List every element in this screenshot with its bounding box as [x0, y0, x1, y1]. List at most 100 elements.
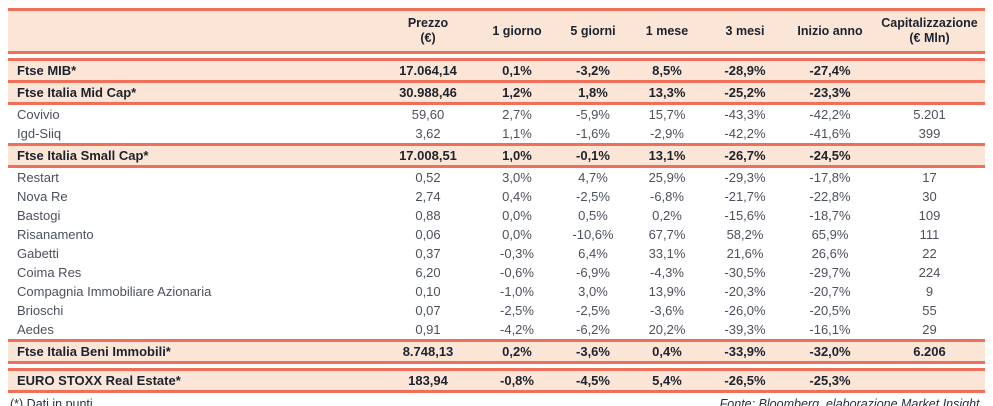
cell-3-mesi: -25,2%	[704, 80, 786, 105]
cell-prezzo: 2,74	[378, 187, 478, 206]
cell-capitalizzazione	[874, 58, 985, 83]
cell-1-mese: 20,2%	[630, 320, 704, 341]
row-label: Risanamento	[8, 225, 378, 244]
cell-1-mese: 5,4%	[630, 368, 704, 393]
footnote-dati-in-punti: (*) Dati in punti	[10, 397, 93, 406]
cell-1-giorno: 0,2%	[478, 339, 556, 364]
cell-5-giorni: -3,2%	[556, 58, 630, 83]
row-label: Ftse Italia Small Cap*	[8, 143, 378, 168]
cell-capitalizzazione: 399	[874, 124, 985, 145]
cell-1-mese: -6,8%	[630, 187, 704, 206]
row-label: Brioschi	[8, 301, 378, 320]
cell-1-giorno: 0,4%	[478, 187, 556, 206]
cell-5-giorni: 0,5%	[556, 206, 630, 225]
cell-inizio-anno: -32,0%	[786, 339, 874, 364]
table-row-compagnia-immobiliare-azionaria: Compagnia Immobiliare Azionaria 0,10 -1,…	[8, 282, 985, 301]
cell-capitalizzazione: 109	[874, 206, 985, 225]
cell-1-giorno: -0,3%	[478, 244, 556, 263]
cell-5-giorni: 6,4%	[556, 244, 630, 263]
cell-capitalizzazione: 17	[874, 166, 985, 187]
indices-stocks-table: Prezzo (€) 1 giorno 5 giorni 1 mese 3 me…	[8, 8, 985, 393]
cell-1-giorno: -0,8%	[478, 368, 556, 393]
cell-inizio-anno: -25,3%	[786, 368, 874, 393]
spacer-row	[8, 362, 985, 370]
row-label: Compagnia Immobiliare Azionaria	[8, 282, 378, 301]
cell-5-giorni: -2,5%	[556, 187, 630, 206]
cell-capitalizzazione	[874, 143, 985, 168]
cell-prezzo: 17.064,14	[378, 58, 478, 83]
column-header-capitalizzazione: Capitalizzazione (€ Mln)	[874, 8, 985, 54]
cell-capitalizzazione: 22	[874, 244, 985, 263]
cell-1-mese: 13,1%	[630, 143, 704, 168]
cell-5-giorni: -5,9%	[556, 103, 630, 124]
row-label: Covivio	[8, 103, 378, 124]
cell-5-giorni: -2,5%	[556, 301, 630, 320]
cell-1-giorno: 0,0%	[478, 225, 556, 244]
cell-3-mesi: 58,2%	[704, 225, 786, 244]
cell-inizio-anno: -29,7%	[786, 263, 874, 282]
cell-1-giorno: 1,1%	[478, 124, 556, 145]
cell-5-giorni: 3,0%	[556, 282, 630, 301]
cell-1-mese: 13,3%	[630, 80, 704, 105]
row-label: Ftse Italia Mid Cap*	[8, 80, 378, 105]
cell-prezzo: 0,52	[378, 166, 478, 187]
cell-3-mesi: -33,9%	[704, 339, 786, 364]
table-row-gabetti: Gabetti 0,37 -0,3% 6,4% 33,1% 21,6% 26,6…	[8, 244, 985, 263]
cell-inizio-anno: -41,6%	[786, 124, 874, 145]
cell-5-giorni: -6,2%	[556, 320, 630, 341]
row-label: Coima Res	[8, 263, 378, 282]
cell-1-mese: 33,1%	[630, 244, 704, 263]
cell-1-mese: -3,6%	[630, 301, 704, 320]
cell-5-giorni: 1,8%	[556, 80, 630, 105]
cell-capitalizzazione: 111	[874, 225, 985, 244]
cell-5-giorni: -10,6%	[556, 225, 630, 244]
cell-1-giorno: -2,5%	[478, 301, 556, 320]
cell-3-mesi: -43,3%	[704, 103, 786, 124]
cell-5-giorni: -0,1%	[556, 143, 630, 168]
column-header-inizio-anno: Inizio anno	[786, 8, 874, 54]
cell-prezzo: 6,20	[378, 263, 478, 282]
cell-prezzo: 183,94	[378, 368, 478, 393]
cell-3-mesi: -26,7%	[704, 143, 786, 168]
row-label: Bastogi	[8, 206, 378, 225]
spacer-row	[8, 52, 985, 60]
table-row-nova-re: Nova Re 2,74 0,4% -2,5% -6,8% -21,7% -22…	[8, 187, 985, 206]
table-row-ftse-italia-mid-cap: Ftse Italia Mid Cap* 30.988,46 1,2% 1,8%…	[8, 80, 985, 105]
cell-1-giorno: 0,0%	[478, 206, 556, 225]
row-label: EURO STOXX Real Estate*	[8, 368, 378, 393]
cell-1-giorno: -4,2%	[478, 320, 556, 341]
cell-prezzo: 0,07	[378, 301, 478, 320]
cell-3-mesi: -39,3%	[704, 320, 786, 341]
cell-1-mese: 0,2%	[630, 206, 704, 225]
cell-1-mese: 8,5%	[630, 58, 704, 83]
cell-3-mesi: 21,6%	[704, 244, 786, 263]
cell-5-giorni: 4,7%	[556, 166, 630, 187]
cell-inizio-anno: -20,7%	[786, 282, 874, 301]
cell-prezzo: 0,37	[378, 244, 478, 263]
cell-1-mese: 25,9%	[630, 166, 704, 187]
column-header-capitalizzazione-line1: Capitalizzazione	[881, 16, 978, 30]
table-row-euro-stoxx-real-estate: EURO STOXX Real Estate* 183,94 -0,8% -4,…	[8, 368, 985, 393]
cell-3-mesi: -28,9%	[704, 58, 786, 83]
cell-capitalizzazione: 9	[874, 282, 985, 301]
cell-capitalizzazione: 6.206	[874, 339, 985, 364]
cell-1-mese: 13,9%	[630, 282, 704, 301]
cell-prezzo: 0,91	[378, 320, 478, 341]
cell-3-mesi: -42,2%	[704, 124, 786, 145]
cell-capitalizzazione	[874, 368, 985, 393]
table-row-ftse-italia-beni-immobili: Ftse Italia Beni Immobili* 8.748,13 0,2%…	[8, 339, 985, 364]
cell-1-giorno: 2,7%	[478, 103, 556, 124]
cell-1-giorno: 1,0%	[478, 143, 556, 168]
cell-prezzo: 59,60	[378, 103, 478, 124]
row-label: Restart	[8, 166, 378, 187]
cell-capitalizzazione: 30	[874, 187, 985, 206]
cell-inizio-anno: -23,3%	[786, 80, 874, 105]
cell-prezzo: 3,62	[378, 124, 478, 145]
cell-capitalizzazione: 5.201	[874, 103, 985, 124]
column-header-name	[8, 8, 378, 54]
cell-prezzo: 0,10	[378, 282, 478, 301]
column-header-prezzo-line1: Prezzo	[407, 16, 449, 30]
cell-1-giorno: -0,6%	[478, 263, 556, 282]
table-row-aedes: Aedes 0,91 -4,2% -6,2% 20,2% -39,3% -16,…	[8, 320, 985, 341]
row-label: Nova Re	[8, 187, 378, 206]
